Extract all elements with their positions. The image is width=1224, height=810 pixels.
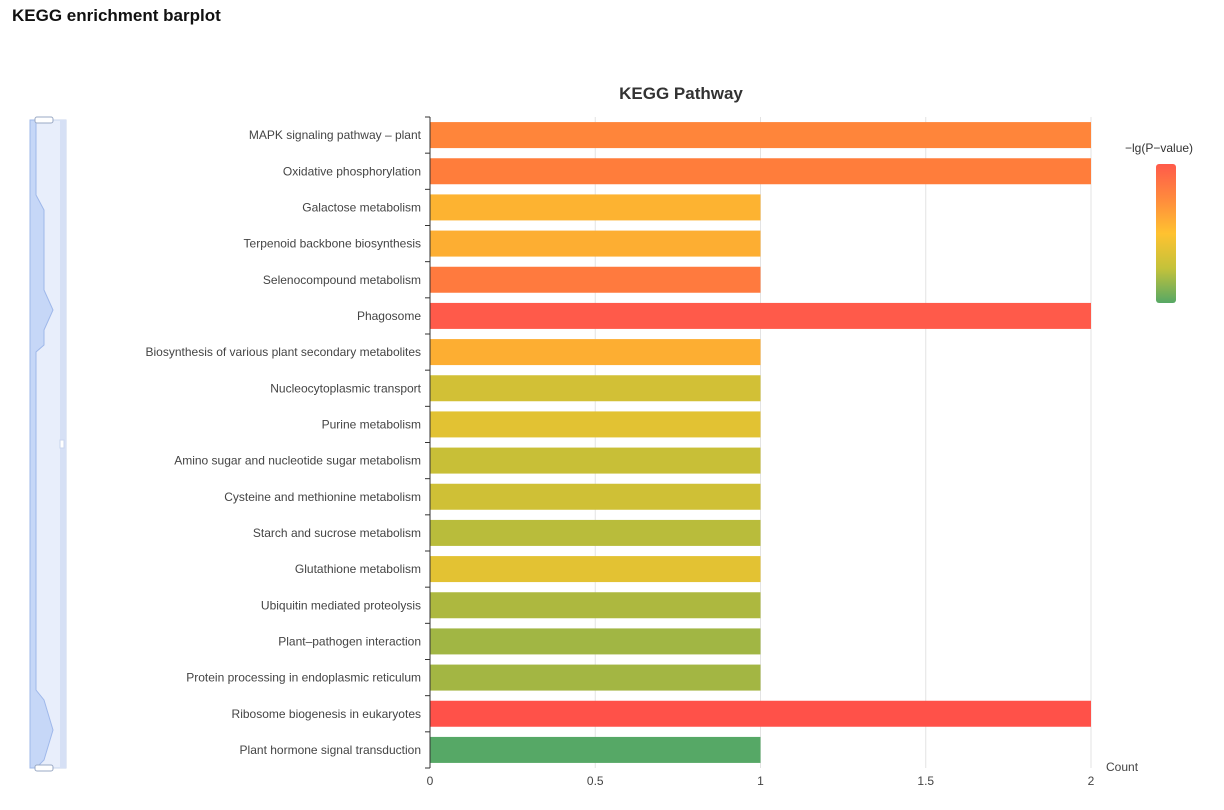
- bar[interactable]: [430, 736, 761, 763]
- x-tick-label: 1: [757, 774, 764, 788]
- bar[interactable]: [430, 122, 1091, 149]
- zoom-handle-top[interactable]: [34, 116, 54, 124]
- bar[interactable]: [430, 375, 761, 402]
- chart-title: KEGG Pathway: [619, 84, 743, 103]
- bar[interactable]: [430, 519, 761, 546]
- bar[interactable]: [430, 628, 761, 655]
- bar[interactable]: [430, 266, 761, 293]
- category-label: Nucleocytoplasmic transport: [270, 381, 421, 395]
- category-label: Starch and sucrose metabolism: [253, 526, 421, 540]
- category-labels: MAPK signaling pathway – plant Oxidative …: [146, 128, 422, 757]
- zoom-handle-bottom[interactable]: [34, 764, 54, 772]
- grid-lines: [594, 117, 1092, 768]
- bar[interactable]: [430, 447, 761, 474]
- bar[interactable]: [430, 592, 761, 619]
- category-label: Purine metabolism: [322, 417, 421, 431]
- x-tick-labels: 0 0.5 1 1.5 2: [427, 774, 1095, 788]
- category-label: Terpenoid backbone biosynthesis: [244, 237, 421, 251]
- zoom-data-shadow: [29, 119, 54, 769]
- category-label: MAPK signaling pathway – plant: [249, 128, 422, 142]
- bars: [430, 122, 1091, 763]
- bar[interactable]: [430, 664, 761, 691]
- category-label: Plant–pathogen interaction: [278, 634, 421, 648]
- category-label: Ribosome biogenesis in eukaryotes: [232, 707, 421, 721]
- category-label: Galactose metabolism: [302, 200, 421, 214]
- bar[interactable]: [430, 411, 761, 438]
- category-label: Ubiquitin mediated proteolysis: [261, 598, 421, 612]
- category-label: Biosynthesis of various plant secondary …: [146, 345, 421, 359]
- bar[interactable]: [430, 302, 1091, 329]
- x-tick-label: 0.5: [587, 774, 604, 788]
- zoom-move-handle[interactable]: [59, 439, 65, 449]
- bar[interactable]: [430, 194, 761, 221]
- x-axis-label: Count: [1106, 760, 1139, 774]
- color-legend-gradient[interactable]: [1156, 164, 1176, 303]
- category-label: Phagosome: [357, 309, 421, 323]
- x-tick-label: 1.5: [917, 774, 934, 788]
- bar[interactable]: [430, 483, 761, 510]
- x-tick-label: 2: [1088, 774, 1095, 788]
- category-label: Amino sugar and nucleotide sugar metabol…: [174, 454, 421, 468]
- bar[interactable]: [430, 556, 761, 583]
- category-label: Protein processing in endoplasmic reticu…: [186, 671, 421, 685]
- category-label: Cysteine and methionine metabolism: [224, 490, 421, 504]
- x-tick-label: 0: [427, 774, 434, 788]
- category-label: Selenocompound metabolism: [263, 273, 421, 287]
- bar[interactable]: [430, 700, 1091, 727]
- bar[interactable]: [430, 339, 761, 366]
- category-label: Plant hormone signal transduction: [240, 743, 421, 757]
- axes: [425, 116, 431, 769]
- bar[interactable]: [430, 158, 1091, 185]
- category-label: Oxidative phosphorylation: [283, 164, 421, 178]
- data-zoom-slider[interactable]: [29, 116, 67, 772]
- page-heading: KEGG enrichment barplot: [12, 6, 221, 25]
- category-label: Glutathione metabolism: [295, 562, 421, 576]
- color-legend-title: −lg(P−value): [1125, 141, 1194, 155]
- bar[interactable]: [430, 230, 761, 257]
